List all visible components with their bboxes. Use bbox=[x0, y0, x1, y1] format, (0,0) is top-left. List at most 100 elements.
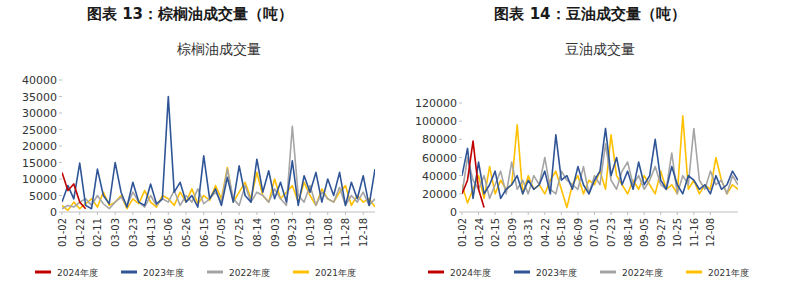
y-tick-label: 5000 bbox=[29, 190, 57, 203]
legend-label: 2021年度 bbox=[315, 268, 356, 278]
x-tick-label: 01-22 bbox=[75, 218, 86, 247]
chart: 图表 13：棕榈油成交量（吨）棕榈油成交量0500010000150002000… bbox=[22, 5, 375, 278]
legend-swatch bbox=[35, 271, 51, 274]
y-tick-label: 100000 bbox=[415, 115, 457, 128]
plot-area bbox=[62, 97, 375, 211]
y-tick-label: 35000 bbox=[22, 91, 57, 104]
x-tick bbox=[203, 212, 204, 215]
y-tick-label: 60000 bbox=[422, 152, 457, 165]
legend-label: 2022年度 bbox=[229, 268, 270, 278]
x-tick bbox=[79, 212, 80, 215]
x-tick bbox=[327, 212, 328, 215]
x-tick bbox=[150, 212, 151, 215]
x-tick bbox=[239, 212, 240, 215]
x-tick-label: 10-19 bbox=[305, 218, 316, 247]
x-tick-label: 04-22 bbox=[540, 218, 551, 247]
y-tick-label: 20000 bbox=[422, 188, 457, 201]
x-tick bbox=[710, 212, 711, 215]
x-tick bbox=[274, 212, 275, 215]
x-tick bbox=[561, 212, 562, 215]
x-tick bbox=[221, 212, 222, 215]
x-tick-label: 06-15 bbox=[199, 218, 210, 247]
x-tick-label: 08-14 bbox=[252, 218, 263, 247]
x-tick-label: 03-03 bbox=[110, 218, 121, 247]
x-tick-label: 03-31 bbox=[523, 218, 534, 247]
x-tick-label: 07-05 bbox=[216, 218, 227, 247]
y-tick-label: 25000 bbox=[22, 124, 57, 137]
figure-title: 图表 14：豆油成交量（吨） bbox=[494, 5, 685, 23]
y-axis bbox=[62, 80, 63, 212]
x-tick bbox=[186, 212, 187, 215]
y-tick-label: 40000 bbox=[22, 74, 57, 87]
x-tick bbox=[132, 212, 133, 215]
x-tick bbox=[677, 212, 678, 215]
x-tick-label: 03-09 bbox=[507, 218, 518, 247]
x-tick bbox=[611, 212, 612, 215]
x-tick-label: 11-28 bbox=[340, 218, 351, 247]
x-tick-label: 12-18 bbox=[358, 218, 369, 247]
y-tick-label: 0 bbox=[50, 206, 57, 219]
x-tick-label: 05-26 bbox=[181, 218, 192, 247]
legend-label: 2023年度 bbox=[143, 268, 184, 278]
x-tick-label: 02-11 bbox=[92, 218, 103, 247]
legend-label: 2022年度 bbox=[622, 268, 663, 278]
y-tick-label: 20000 bbox=[22, 140, 57, 153]
legend-swatch bbox=[428, 271, 444, 274]
y-tick-label: 40000 bbox=[422, 170, 457, 183]
series-line bbox=[462, 128, 738, 198]
legend-swatch bbox=[686, 271, 702, 274]
x-tick-label: 06-09 bbox=[573, 218, 584, 247]
y-tick-label: 30000 bbox=[22, 107, 57, 120]
x-tick bbox=[62, 212, 63, 215]
x-tick-label: 05-06 bbox=[163, 218, 174, 247]
x-tick-label: 03-23 bbox=[128, 218, 139, 247]
y-tick-label: 0 bbox=[450, 206, 457, 219]
x-tick bbox=[528, 212, 529, 215]
x-tick-label: 07-25 bbox=[234, 218, 245, 247]
x-tick-label: 09-27 bbox=[656, 218, 667, 247]
legend-label: 2024年度 bbox=[450, 268, 491, 278]
x-tick-label: 05-18 bbox=[556, 218, 567, 247]
x-tick bbox=[256, 212, 257, 215]
x-tick-label: 01-02 bbox=[57, 218, 68, 247]
x-tick-label: 09-23 bbox=[287, 218, 298, 247]
chart-title: 豆油成交量 bbox=[565, 41, 635, 57]
series-line bbox=[462, 141, 484, 207]
x-tick-label: 11-08 bbox=[323, 218, 334, 247]
x-tick-label: 07-01 bbox=[589, 218, 600, 247]
x-tick bbox=[363, 212, 364, 215]
x-tick-label: 01-24 bbox=[474, 218, 485, 247]
legend-swatch bbox=[207, 271, 223, 274]
x-tick bbox=[644, 212, 645, 215]
figure-title: 图表 13：棕榈油成交量（吨） bbox=[87, 5, 293, 23]
x-tick bbox=[97, 212, 98, 215]
x-tick-label: 12-08 bbox=[705, 218, 716, 247]
x-tick-label: 08-14 bbox=[623, 218, 634, 247]
x-tick bbox=[478, 212, 479, 215]
series-line bbox=[462, 128, 738, 198]
x-tick-label: 02-15 bbox=[490, 218, 501, 247]
x-tick bbox=[345, 212, 346, 215]
legend-swatch bbox=[600, 271, 616, 274]
legend-label: 2021年度 bbox=[708, 268, 749, 278]
x-tick bbox=[511, 212, 512, 215]
x-tick bbox=[168, 212, 169, 215]
x-tick-label: 10-25 bbox=[672, 218, 683, 247]
x-tick-label: 01-02 bbox=[457, 218, 468, 247]
legend-label: 2024年度 bbox=[57, 268, 98, 278]
x-tick bbox=[310, 212, 311, 215]
x-tick bbox=[627, 212, 628, 215]
y-tick-label: 80000 bbox=[422, 133, 457, 146]
chart-title: 棕榈油成交量 bbox=[177, 41, 261, 57]
x-tick bbox=[462, 212, 463, 215]
legend-label: 2023年度 bbox=[536, 268, 577, 278]
y-axis bbox=[462, 103, 463, 212]
x-tick-label: 09-05 bbox=[639, 218, 650, 247]
plot-area bbox=[462, 116, 738, 208]
y-tick-label: 120000 bbox=[415, 97, 457, 110]
x-tick bbox=[292, 212, 293, 215]
series-line bbox=[62, 172, 86, 208]
series-line bbox=[462, 116, 738, 208]
x-tick bbox=[495, 212, 496, 215]
x-tick-label: 09-03 bbox=[270, 218, 281, 247]
